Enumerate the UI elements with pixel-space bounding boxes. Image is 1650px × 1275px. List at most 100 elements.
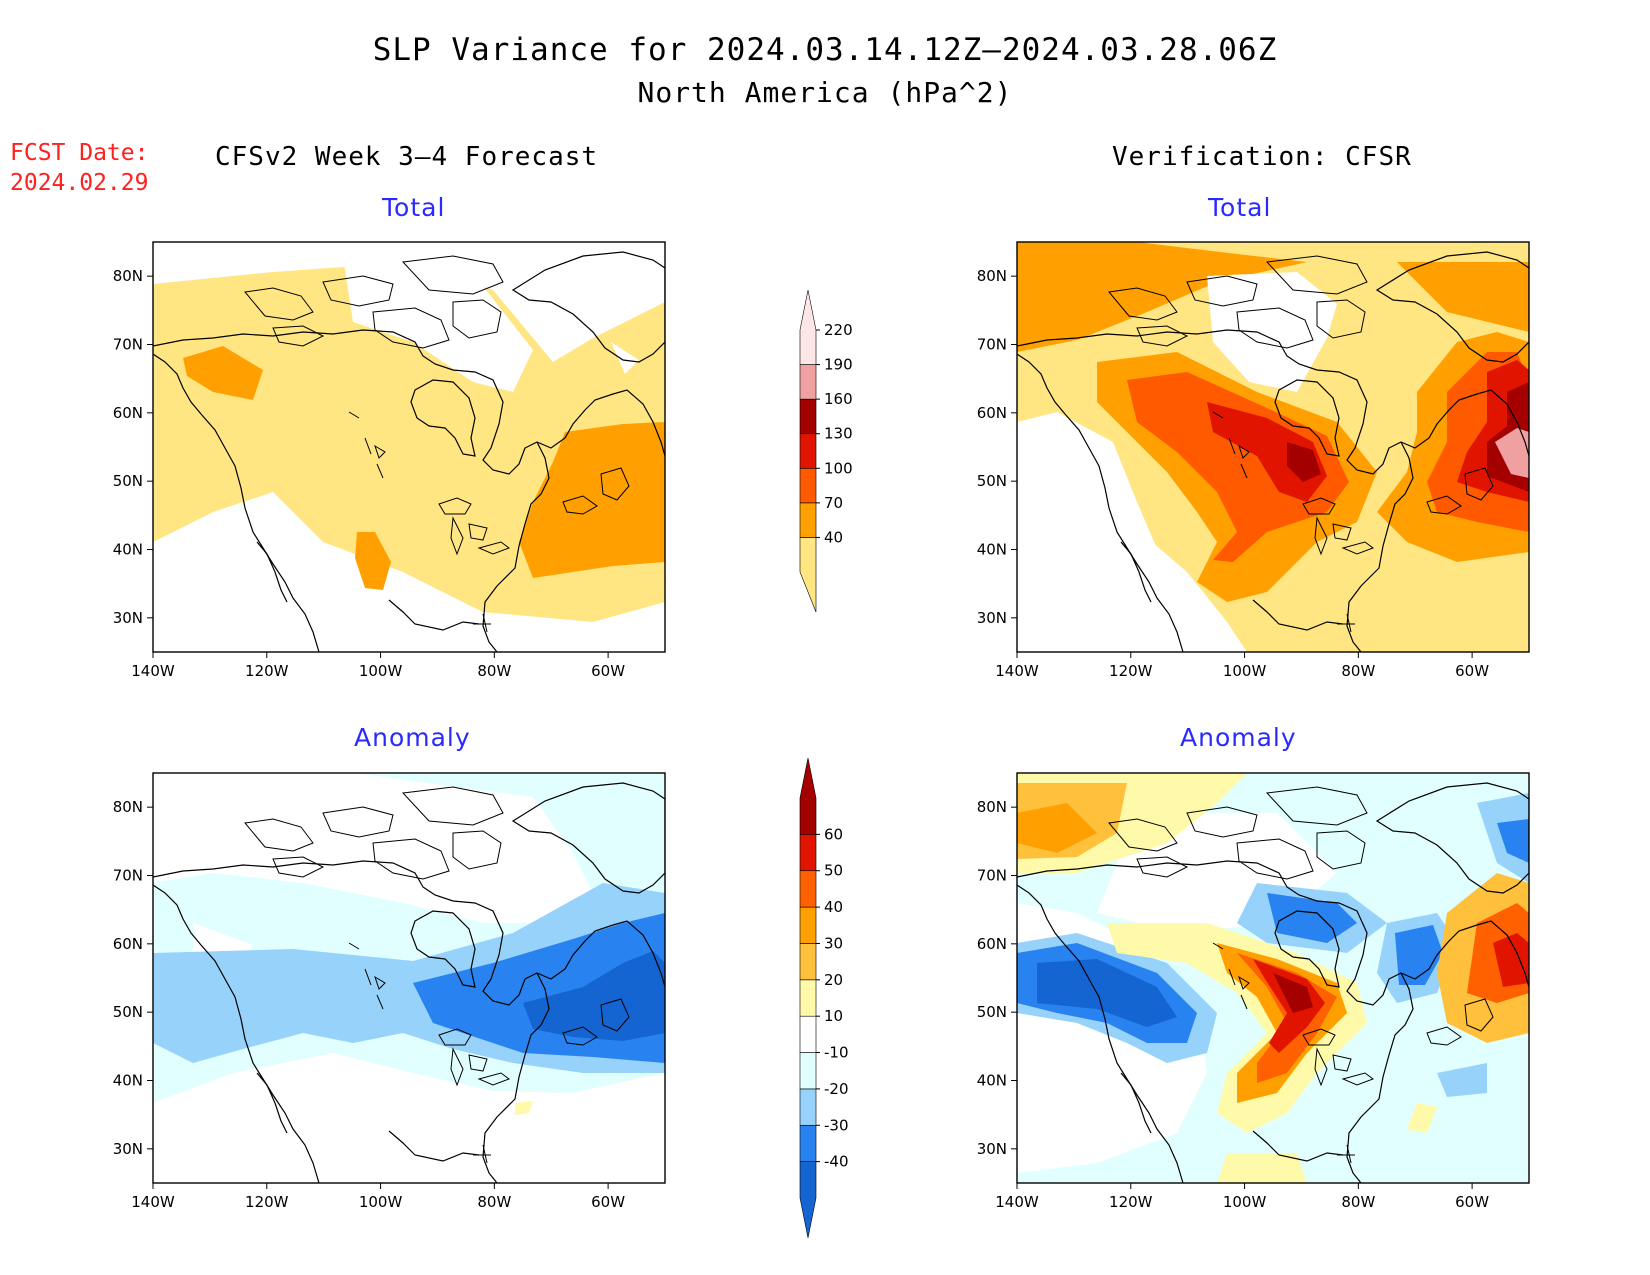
panel-title-verification-total: Total	[1208, 193, 1272, 222]
colorbar-segment	[799, 870, 817, 908]
colorbar-segment	[799, 502, 817, 538]
colorbar-level-label: 130	[824, 425, 853, 443]
shaded-region-5	[519, 422, 665, 578]
lon-tick-label: 80W	[477, 1193, 511, 1211]
lat-tick-label: 50N	[113, 472, 143, 490]
colorbar-level-label: 20	[824, 971, 843, 989]
lat-tick-label: 30N	[113, 609, 143, 627]
figure-title: SLP Variance for 2024.03.14.12Z–2024.03.…	[372, 32, 1278, 68]
panel-title-forecast-anomaly: Anomaly	[354, 723, 471, 752]
colorbar-segment	[799, 757, 817, 835]
lon-tick-label: 140W	[995, 662, 1039, 680]
forecast-date-block: FCST Date: 2024.02.29	[10, 138, 148, 198]
verification-column-heading: Verification: CFSR	[1112, 142, 1412, 172]
shaded-region-2	[1017, 242, 1307, 352]
shaded-region-15	[1253, 959, 1325, 1053]
forecast-column-heading: CFSv2 Week 3–4 Forecast	[215, 142, 599, 172]
lon-tick-label: 60W	[1455, 662, 1489, 680]
lon-tick-label: 120W	[245, 1193, 289, 1211]
colorbar-level-label: -30	[824, 1116, 849, 1134]
shaded-region-6	[355, 532, 391, 590]
colorbar-segment	[799, 1052, 817, 1090]
shaded-region-3	[1397, 262, 1529, 332]
colorbar-segment	[799, 1161, 817, 1239]
panel-title-forecast-total: Total	[382, 193, 446, 222]
lat-tick-label: 70N	[113, 336, 143, 354]
lon-tick-label: 80W	[1341, 1193, 1375, 1211]
lon-tick-label: 60W	[591, 1193, 625, 1211]
total-colorbar: 40 70 100 130 160 190 220	[799, 289, 853, 613]
colorbar-segment	[799, 364, 817, 400]
lat-tick-label: 80N	[977, 798, 1007, 816]
shaded-region-26	[1217, 1153, 1307, 1183]
lat-tick-label: 80N	[113, 267, 143, 285]
lat-tick-label: 70N	[977, 336, 1007, 354]
colorbar-level-label: 220	[824, 321, 853, 339]
shaded-region-6	[523, 951, 665, 1041]
figure-subtitle: North America (hPa^2)	[637, 76, 1013, 109]
map-panel-4: 140W 120W 100W 80W 60W 80N 70N 60N 50N 40N 30N	[977, 772, 1530, 1211]
lon-tick-label: 100W	[1223, 1193, 1267, 1211]
map-panel-1: 140W 120W 100W 80W 60W 80N 70N 60N 50N 40N 30N	[113, 241, 666, 680]
colorbar-segment	[799, 1088, 817, 1126]
lat-tick-label: 50N	[113, 1003, 143, 1021]
panel-title-verification-anomaly: Anomaly	[1180, 723, 1297, 752]
map-frame	[1016, 772, 1530, 1184]
lat-tick-label: 40N	[977, 541, 1007, 559]
shaded-region-5	[1207, 272, 1337, 392]
lat-tick-label: 40N	[113, 541, 143, 559]
lat-tick-label: 80N	[977, 267, 1007, 285]
shaded-region-3	[611, 342, 639, 374]
colorbar-segment	[799, 1124, 817, 1162]
colorbar-level-label: -40	[824, 1153, 849, 1171]
colorbar-level-label: 100	[824, 459, 853, 477]
shaded-region-4	[183, 346, 263, 400]
lon-tick-label: 60W	[591, 662, 625, 680]
lon-tick-label: 120W	[245, 662, 289, 680]
lat-tick-label: 50N	[977, 472, 1007, 490]
shaded-region-25	[1407, 1103, 1437, 1133]
lat-tick-label: 40N	[113, 1072, 143, 1090]
colorbar-segment	[799, 398, 817, 435]
lat-tick-label: 40N	[977, 1072, 1007, 1090]
colorbar-level-label: 30	[824, 934, 843, 952]
shaded-region-15	[1495, 428, 1529, 478]
shaded-region-9	[1207, 402, 1327, 502]
colorbar-segment	[799, 1015, 817, 1053]
shaded-region-18	[1395, 925, 1443, 985]
lat-tick-label: 50N	[977, 1003, 1007, 1021]
lat-tick-label: 70N	[977, 867, 1007, 885]
colorbar-segment	[799, 433, 817, 469]
lon-tick-label: 80W	[477, 662, 511, 680]
colorbar-level-label: 40	[824, 528, 843, 546]
colorbar-level-label: 10	[824, 1007, 843, 1025]
colorbar-level-label: -10	[824, 1044, 849, 1062]
shaded-region-21	[1493, 933, 1529, 987]
colorbar-segment	[799, 467, 817, 504]
colorbar-level-label: 60	[824, 825, 843, 843]
shaded-region-11	[1037, 959, 1177, 1027]
lat-tick-label: 60N	[977, 935, 1007, 953]
lat-tick-label: 60N	[113, 404, 143, 422]
lon-tick-label: 120W	[1109, 662, 1153, 680]
colorbar-level-label: 40	[824, 898, 843, 916]
colorbar-level-label: 70	[824, 494, 843, 512]
map-frame	[1016, 241, 1530, 653]
lon-tick-label: 140W	[131, 662, 175, 680]
colorbar-segment	[799, 906, 817, 944]
lon-tick-label: 100W	[359, 662, 403, 680]
lat-tick-label: 60N	[113, 935, 143, 953]
forecast-date-value: 2024.02.29	[10, 170, 149, 196]
lon-tick-label: 60W	[1455, 1193, 1489, 1211]
lat-tick-label: 30N	[113, 1140, 143, 1158]
colorbar-segment	[799, 943, 817, 981]
lon-tick-label: 140W	[995, 1193, 1039, 1211]
forecast-date-label: FCST Date:	[10, 140, 149, 166]
lat-tick-label: 30N	[977, 1140, 1007, 1158]
map-panel-2: 140W 120W 100W 80W 60W 80N 70N 60N 50N 40N 30N	[977, 241, 1530, 680]
shaded-region-7	[515, 1101, 533, 1115]
shaded-region-23	[1497, 819, 1529, 863]
shaded-region-8	[1127, 372, 1349, 562]
colorbar-segment	[799, 834, 817, 872]
